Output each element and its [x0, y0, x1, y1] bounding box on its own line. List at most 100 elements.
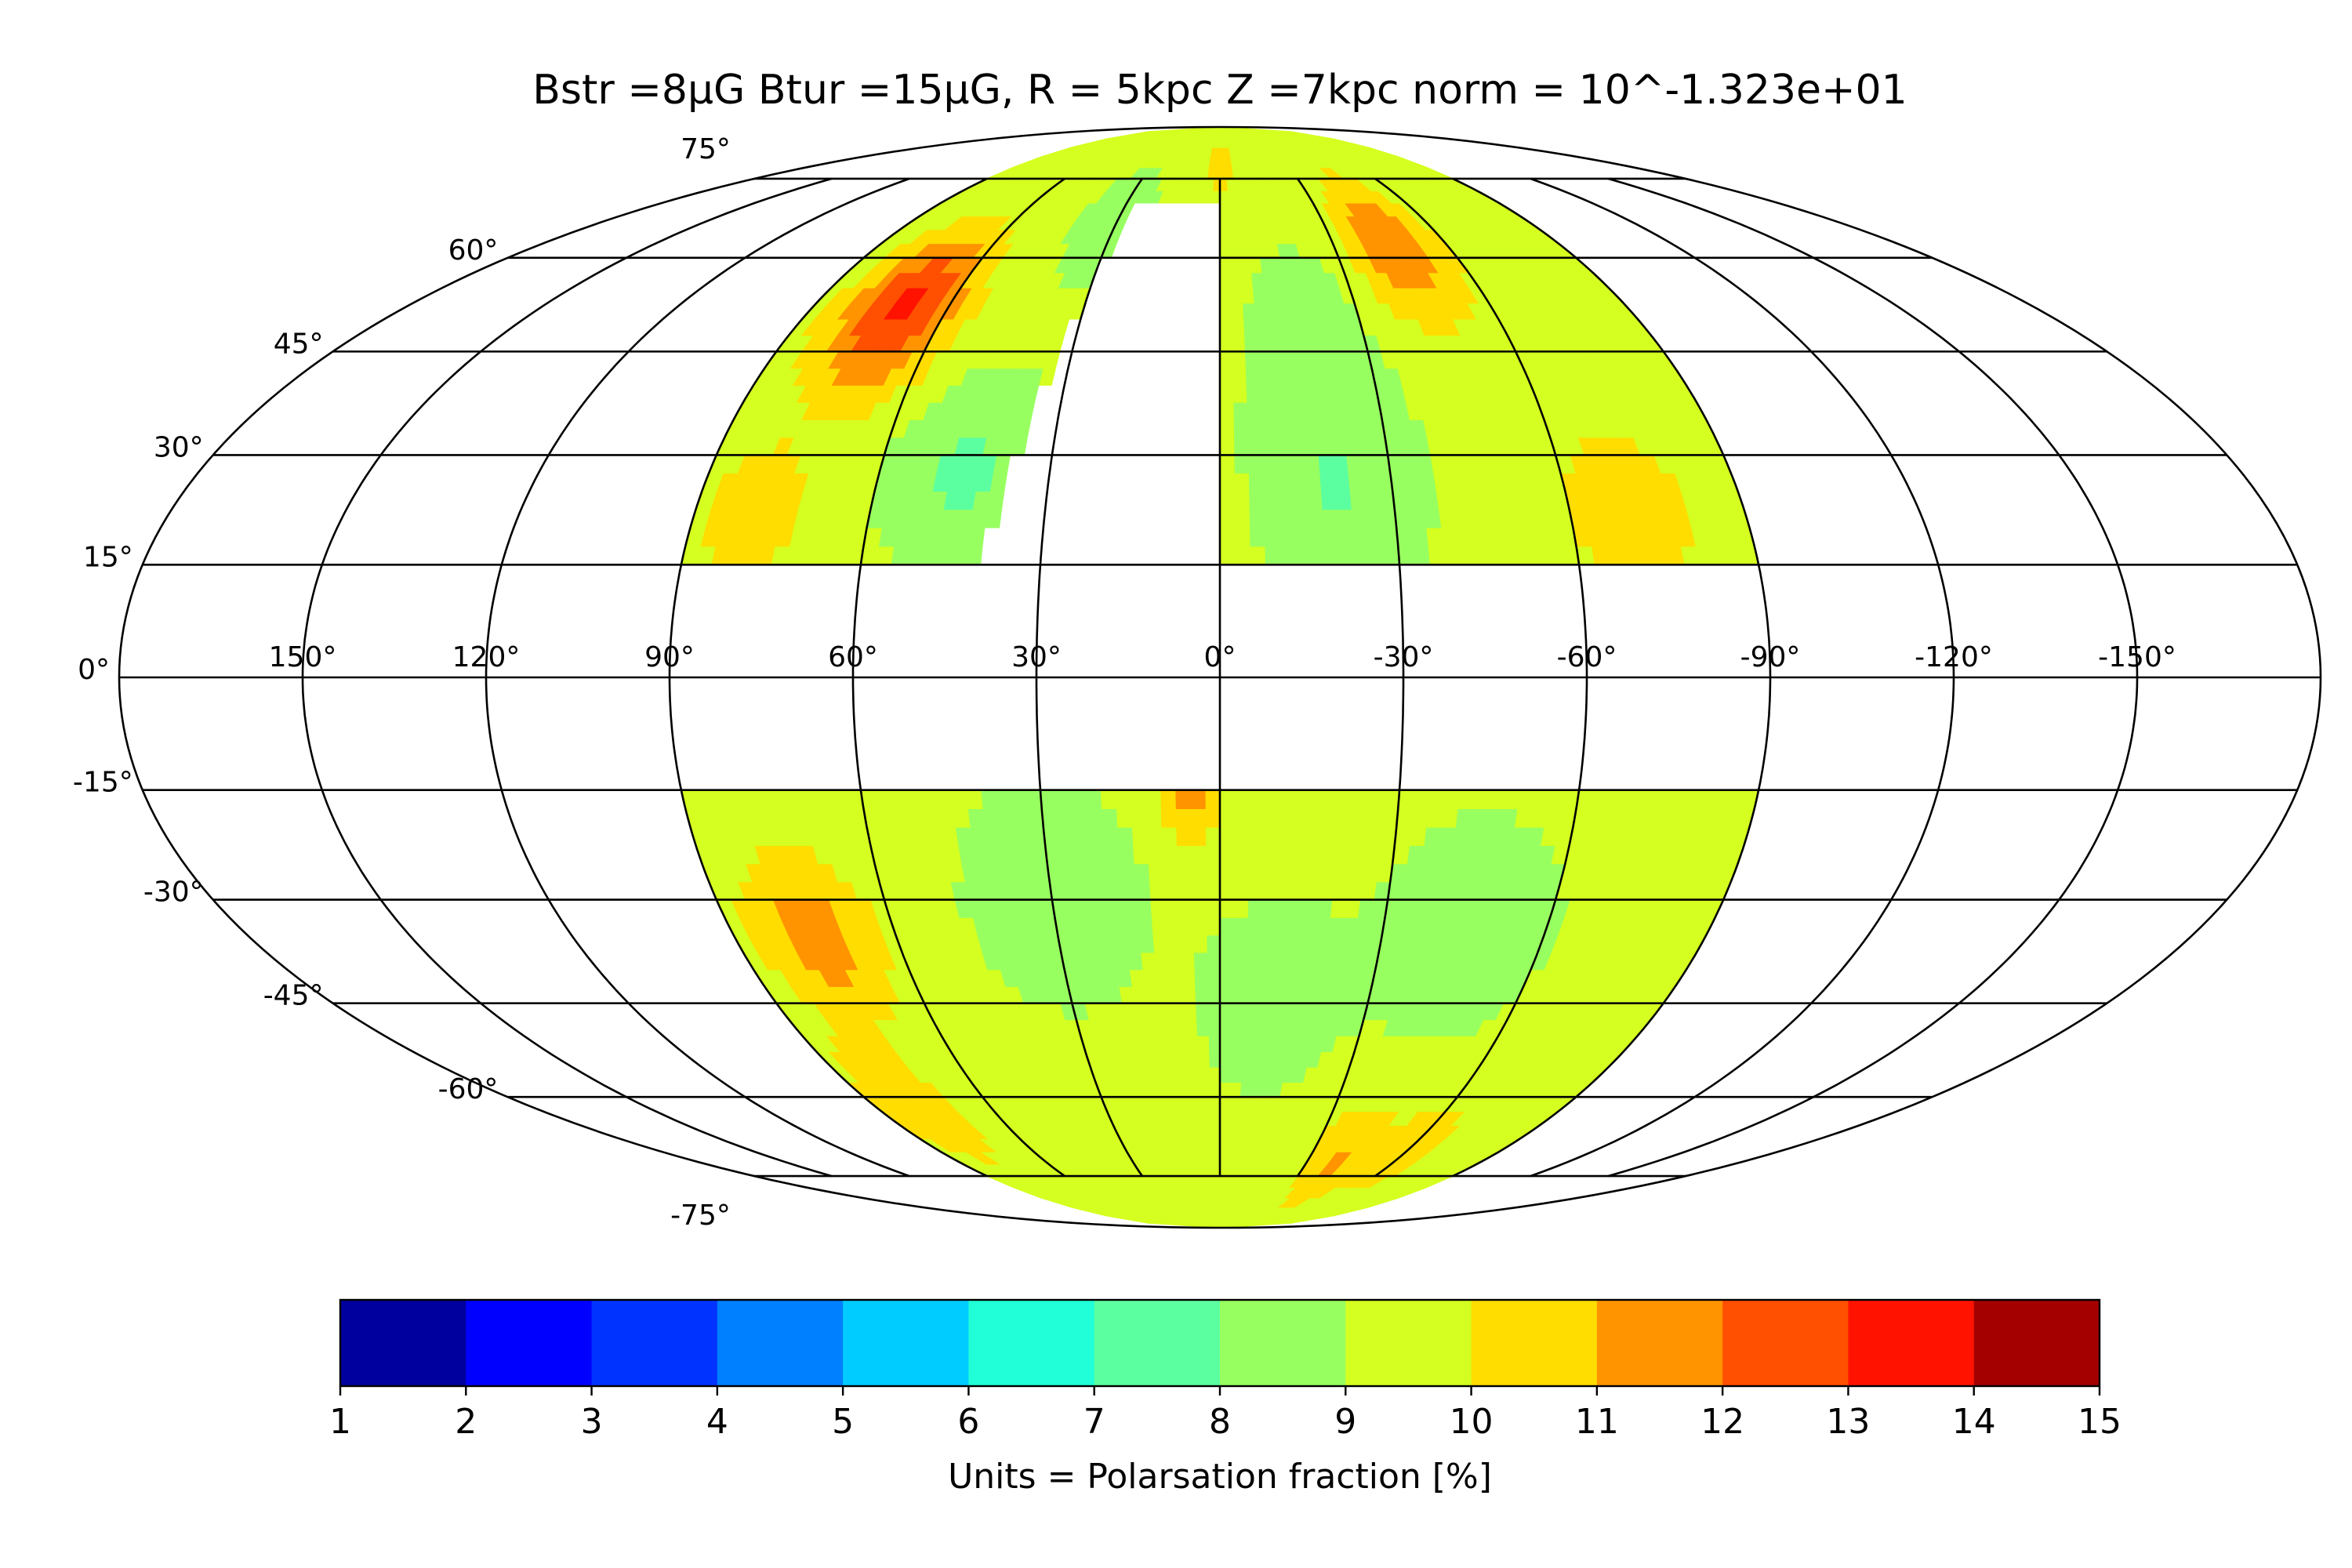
graticule [118, 125, 2322, 1229]
heatmap-cell [1116, 826, 1134, 847]
heatmap-cell [1219, 1066, 1232, 1083]
heatmap-cell [1194, 985, 1208, 1004]
longitude-tick-label: 90° [644, 641, 695, 673]
heatmap-cell [1209, 1081, 1221, 1098]
heatmap-cell [1245, 384, 1261, 403]
heatmap-cell [1085, 808, 1103, 828]
heatmap-cell [1335, 508, 1353, 528]
heatmap-cell [1231, 334, 1246, 352]
heatmap-cell [1289, 454, 1306, 474]
colorbar-segment [1722, 1300, 1849, 1386]
heatmap-cell [1011, 808, 1029, 828]
heatmap-cell [1237, 229, 1249, 245]
latitude-tick-label: -75° [670, 1200, 731, 1232]
colorbar-segment [843, 1300, 969, 1386]
heatmap-cell [1201, 1124, 1213, 1140]
heatmap-cell [1219, 147, 1226, 158]
heatmap-cell [1264, 789, 1280, 810]
heatmap-cell [1249, 1081, 1262, 1098]
heatmap-cell [1100, 808, 1118, 828]
heatmap-cell [1143, 985, 1160, 1004]
heatmap-cell [1333, 472, 1350, 492]
heatmap-cell [1306, 826, 1324, 847]
heatmap-cell [1406, 490, 1425, 510]
heatmap-cell [1262, 490, 1279, 510]
heatmap-cell [1273, 419, 1290, 438]
heatmap-cell [1093, 898, 1111, 918]
heatmap-cell [1248, 527, 1265, 547]
latitude-tick-label: -30° [143, 877, 204, 909]
heatmap-cell [1317, 881, 1334, 901]
heatmap-cell [1361, 472, 1379, 492]
heatmap-cell [1247, 862, 1264, 883]
heatmap-cell [1265, 318, 1281, 336]
heatmap-cell [1205, 862, 1221, 883]
heatmap-cell [1084, 789, 1102, 810]
heatmap-cell [1205, 898, 1221, 918]
heatmap-cell [1251, 1051, 1265, 1068]
heatmap-cell [1182, 1002, 1197, 1021]
colorbar-tick-label: 3 [581, 1402, 603, 1442]
heatmap-cell [1531, 789, 1550, 810]
heatmap-cell [1200, 1096, 1211, 1112]
heatmap-cell [1452, 508, 1471, 528]
heatmap-cell [1247, 898, 1263, 918]
heatmap-cell [1423, 826, 1442, 847]
heatmap-cell [1247, 472, 1264, 492]
heatmap-cell [1279, 334, 1294, 352]
heatmap-cell [1366, 808, 1384, 828]
heatmap-cell [1303, 454, 1320, 474]
heatmap-cell [1277, 508, 1294, 528]
heatmap-cell [1250, 272, 1264, 289]
heatmap-cell [1219, 1035, 1232, 1052]
heatmap-cell [1175, 826, 1192, 847]
heatmap-cell [1219, 437, 1235, 456]
heatmap-cell [1272, 401, 1288, 420]
heatmap-cell [1117, 844, 1134, 865]
heatmap-cell [1231, 1018, 1245, 1036]
heatmap-cell [1352, 545, 1370, 565]
heatmap-cell [1219, 881, 1235, 901]
heatmap-cell [1212, 178, 1221, 191]
heatmap-cell [1254, 1018, 1269, 1036]
heatmap-cell [1472, 545, 1490, 565]
colorbar-segment [1973, 1300, 2100, 1386]
longitude-tick-label: -60° [1557, 641, 1617, 673]
heatmap-cell [1219, 1197, 1226, 1208]
colorbar-tick-label: 4 [706, 1402, 728, 1442]
heatmap-cell [1206, 952, 1221, 971]
heatmap-cell [1204, 808, 1221, 828]
heatmap-cell [1307, 808, 1325, 828]
heatmap-cell [1219, 952, 1234, 971]
heatmap-cell [1350, 508, 1368, 528]
latitude-tick-label: -45° [263, 980, 324, 1012]
heatmap-cell [1259, 401, 1275, 420]
heatmap-cell [1381, 808, 1399, 828]
heatmap-cell [1219, 490, 1236, 510]
heatmap-cell [1211, 190, 1221, 204]
heatmap-cell [1406, 844, 1425, 865]
colorbar-segment [340, 1300, 466, 1386]
colorbar [339, 1298, 2101, 1388]
heatmap-cell [1134, 881, 1151, 901]
heatmap-cell [1263, 826, 1279, 847]
heatmap-cell [1219, 272, 1232, 289]
heatmap-cell [1321, 508, 1338, 528]
heatmap-cell [1219, 1207, 1225, 1217]
heatmap-cell [1352, 527, 1370, 547]
heatmap-cell [1254, 318, 1269, 336]
colorbar-segment [466, 1300, 593, 1386]
heatmap-cell [1278, 527, 1295, 547]
heatmap-cell [1290, 472, 1307, 492]
heatmap-cell [1099, 789, 1117, 810]
heatmap-cell [1297, 952, 1313, 971]
heatmap-cell [1219, 350, 1233, 369]
heatmap-cell [1452, 826, 1471, 847]
heatmap-cell [1262, 1051, 1277, 1068]
heatmap-cell [1262, 844, 1279, 865]
heatmap-cell [1247, 454, 1263, 474]
latitude-tick-labels: 75° 60° 45° 30° 15° 0° -15° -30° -45° -60° -75° [73, 133, 731, 1232]
heatmap-cell [1228, 229, 1240, 245]
colorbar-segment [1471, 1300, 1598, 1386]
heatmap-cell [1233, 826, 1250, 847]
